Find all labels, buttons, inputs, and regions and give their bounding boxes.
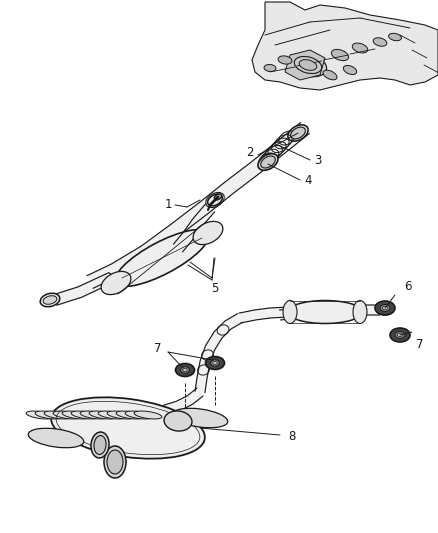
Ellipse shape bbox=[261, 156, 276, 168]
Ellipse shape bbox=[291, 127, 305, 139]
Ellipse shape bbox=[116, 411, 144, 419]
Ellipse shape bbox=[288, 125, 308, 141]
Ellipse shape bbox=[390, 328, 410, 342]
Ellipse shape bbox=[373, 38, 387, 46]
Ellipse shape bbox=[91, 432, 109, 458]
Ellipse shape bbox=[323, 70, 337, 80]
Ellipse shape bbox=[258, 154, 278, 171]
Ellipse shape bbox=[290, 53, 327, 77]
Ellipse shape bbox=[80, 411, 108, 419]
Ellipse shape bbox=[62, 411, 90, 419]
Polygon shape bbox=[87, 123, 309, 288]
Ellipse shape bbox=[107, 450, 123, 474]
Ellipse shape bbox=[172, 408, 228, 427]
Ellipse shape bbox=[125, 411, 153, 419]
Ellipse shape bbox=[211, 360, 219, 366]
Ellipse shape bbox=[51, 397, 205, 459]
Ellipse shape bbox=[389, 34, 401, 41]
Ellipse shape bbox=[44, 411, 72, 419]
Ellipse shape bbox=[332, 50, 349, 61]
Ellipse shape bbox=[375, 301, 395, 315]
Text: 6: 6 bbox=[404, 279, 412, 293]
Ellipse shape bbox=[134, 411, 162, 419]
Text: 7: 7 bbox=[154, 342, 162, 354]
Ellipse shape bbox=[94, 435, 106, 455]
Ellipse shape bbox=[299, 60, 317, 70]
Ellipse shape bbox=[377, 305, 393, 315]
Ellipse shape bbox=[164, 411, 192, 431]
Polygon shape bbox=[285, 50, 325, 80]
Text: 3: 3 bbox=[314, 154, 321, 166]
Ellipse shape bbox=[352, 43, 368, 53]
Polygon shape bbox=[195, 314, 243, 393]
Polygon shape bbox=[163, 388, 203, 415]
Ellipse shape bbox=[380, 304, 390, 311]
Polygon shape bbox=[279, 305, 380, 320]
Text: 2: 2 bbox=[246, 146, 254, 158]
Polygon shape bbox=[53, 273, 119, 305]
Ellipse shape bbox=[53, 411, 81, 419]
Ellipse shape bbox=[104, 446, 126, 478]
Ellipse shape bbox=[382, 306, 388, 310]
Ellipse shape bbox=[278, 56, 292, 64]
Ellipse shape bbox=[193, 221, 223, 245]
Ellipse shape bbox=[101, 271, 131, 295]
Ellipse shape bbox=[115, 230, 209, 286]
Ellipse shape bbox=[353, 301, 367, 324]
Ellipse shape bbox=[205, 357, 225, 369]
Ellipse shape bbox=[35, 411, 63, 419]
Text: 7: 7 bbox=[416, 338, 424, 351]
Text: 1: 1 bbox=[164, 198, 172, 211]
Ellipse shape bbox=[214, 194, 222, 200]
Text: 4: 4 bbox=[304, 174, 312, 187]
Ellipse shape bbox=[176, 364, 194, 376]
Ellipse shape bbox=[283, 301, 297, 324]
Polygon shape bbox=[173, 204, 215, 252]
Ellipse shape bbox=[180, 367, 190, 373]
Ellipse shape bbox=[26, 411, 54, 419]
Ellipse shape bbox=[398, 333, 403, 337]
Ellipse shape bbox=[264, 64, 276, 71]
Text: 5: 5 bbox=[211, 281, 219, 295]
Ellipse shape bbox=[213, 361, 217, 365]
Ellipse shape bbox=[71, 411, 99, 419]
Ellipse shape bbox=[107, 411, 135, 419]
Ellipse shape bbox=[28, 429, 84, 448]
Ellipse shape bbox=[40, 293, 60, 307]
Ellipse shape bbox=[89, 411, 117, 419]
Text: 8: 8 bbox=[288, 430, 296, 442]
Ellipse shape bbox=[43, 296, 57, 304]
Ellipse shape bbox=[343, 66, 357, 75]
Ellipse shape bbox=[294, 56, 321, 74]
Polygon shape bbox=[252, 2, 438, 90]
Ellipse shape bbox=[98, 411, 126, 419]
Ellipse shape bbox=[287, 301, 363, 324]
Ellipse shape bbox=[183, 368, 187, 372]
Ellipse shape bbox=[395, 332, 405, 338]
Polygon shape bbox=[239, 307, 288, 323]
